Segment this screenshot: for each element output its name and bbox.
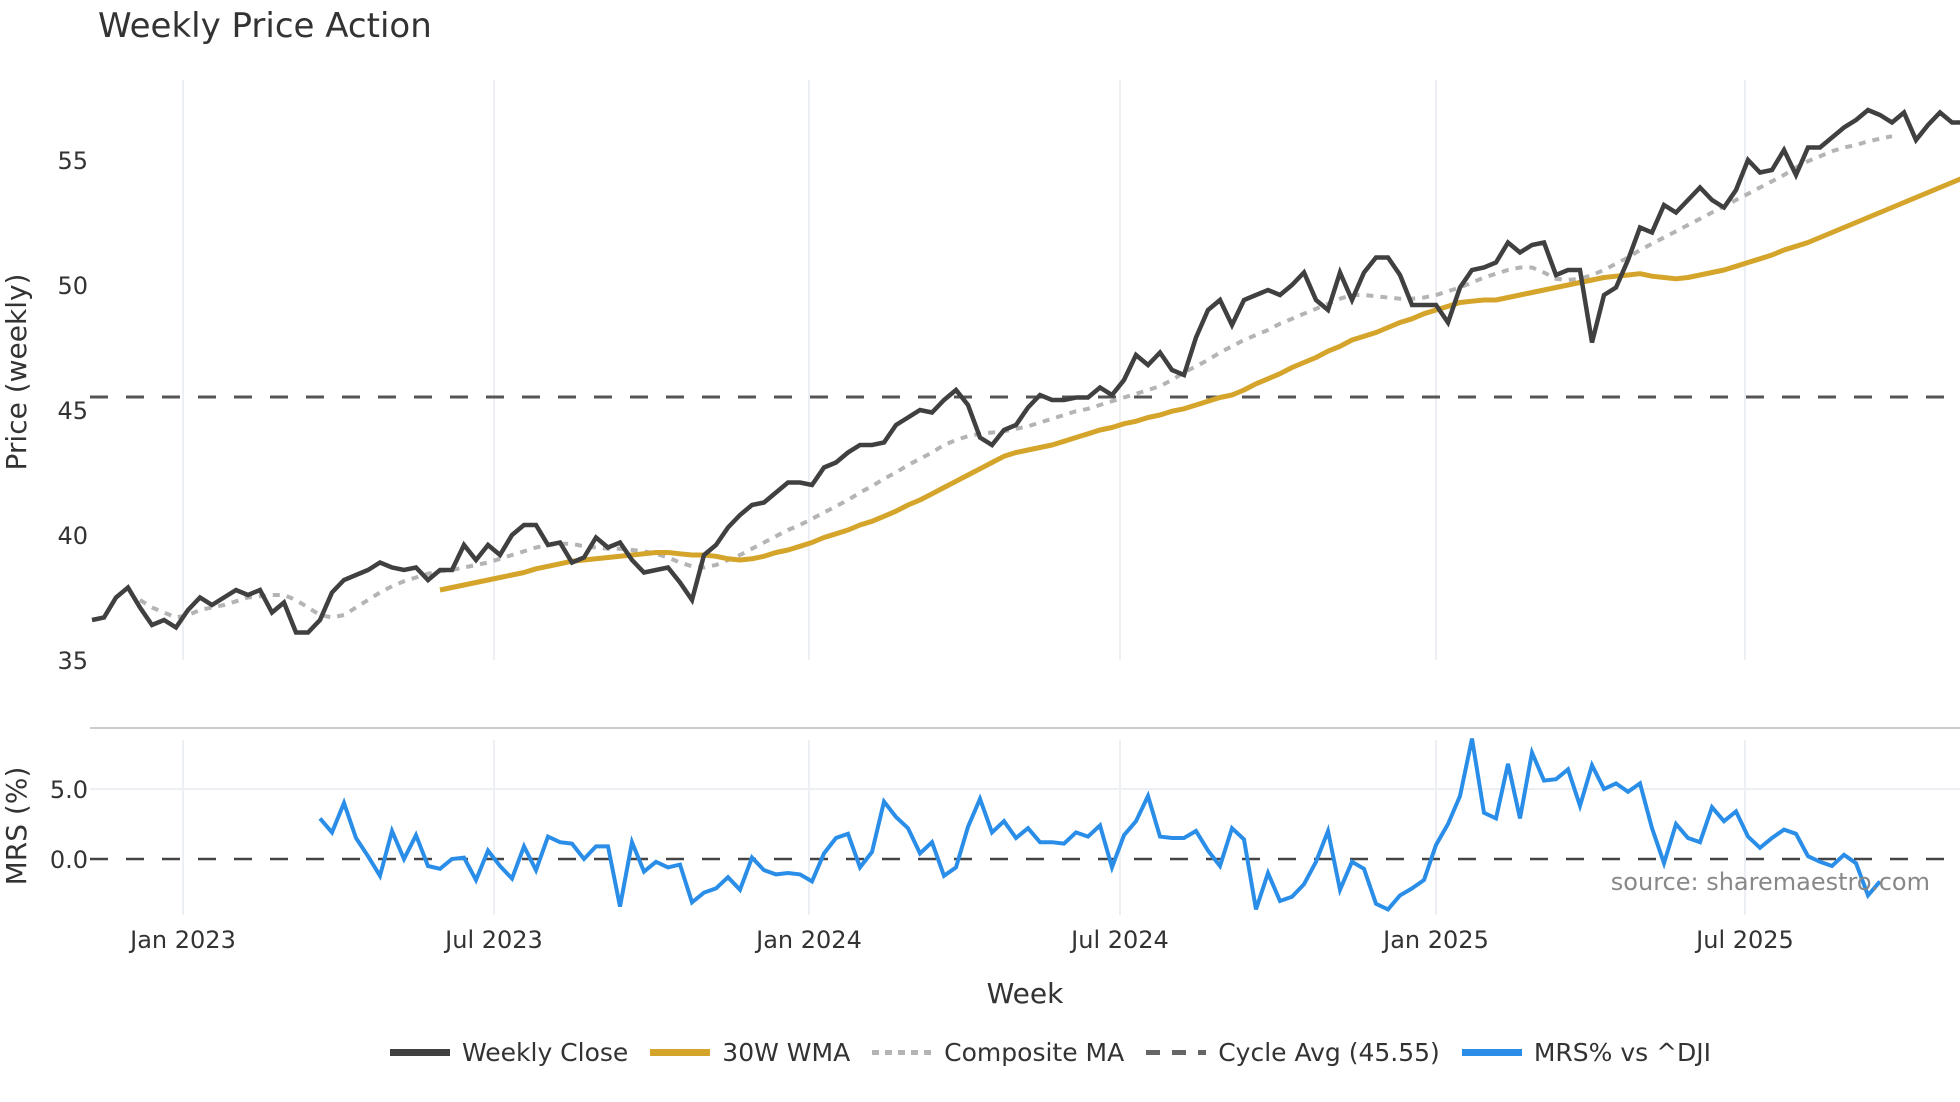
legend-item-mrs[interactable]: MRS% vs ^DJI (1461, 1037, 1712, 1067)
legend-label: Cycle Avg (45.55) (1218, 1037, 1440, 1067)
x-tick: Jan 2023 (128, 926, 236, 954)
legend-label: 30W WMA (722, 1037, 851, 1067)
legend-item-cycle-avg[interactable]: Cycle Avg (45.55) (1146, 1038, 1440, 1067)
mrs-line (318, 738, 1882, 912)
legend-item-30w-wma[interactable]: 30W WMA (650, 1038, 850, 1067)
x-tick: Jul 2025 (1694, 926, 1794, 954)
source-note: source: sharemaestro.com (1611, 868, 1930, 896)
legend-label: MRS% vs ^DJI (1533, 1037, 1712, 1067)
x-tick: Jul 2024 (1069, 926, 1169, 954)
dashed-line-swatch-icon (1146, 1049, 1207, 1055)
x-tick: Jan 2025 (1381, 926, 1489, 954)
legend-label: Weekly Close (462, 1037, 629, 1067)
legend-label: Composite MA (944, 1037, 1125, 1067)
x-tick: Jan 2024 (754, 926, 862, 954)
x-axis-title: Week (987, 977, 1064, 1010)
vertical-gridlines (182, 80, 1746, 915)
price-ytick: 45 (57, 397, 88, 425)
dotted-line-swatch-icon (872, 1049, 933, 1055)
mrs-axis-title: MRS (%) (0, 767, 33, 886)
price-ytick: 40 (57, 522, 88, 550)
legend-item-weekly-close[interactable]: Weekly Close (390, 1038, 628, 1067)
solid-line-swatch-icon (650, 1048, 711, 1056)
price-ytick: 35 (57, 647, 88, 675)
price-ytick: 50 (57, 272, 88, 300)
chart-legend: Weekly Close 30W WMA Composite MA Cycle … (0, 1034, 1960, 1070)
weekly-close-line (91, 107, 1960, 635)
mrs-ytick: 0.0 (50, 846, 88, 874)
price-axis-title: Price (weekly) (0, 274, 33, 471)
x-tick: Jul 2023 (443, 926, 543, 954)
solid-line-swatch-icon (390, 1048, 450, 1056)
price-ytick: 55 (57, 147, 88, 175)
wma-30w-line (439, 176, 1960, 593)
mrs-ytick: 5.0 (50, 776, 88, 804)
solid-line-swatch-icon (1461, 1048, 1522, 1056)
legend-item-composite-ma[interactable]: Composite MA (872, 1038, 1124, 1067)
composite-ma-line (138, 134, 1893, 620)
chart-title: Weekly Price Action (98, 6, 432, 46)
